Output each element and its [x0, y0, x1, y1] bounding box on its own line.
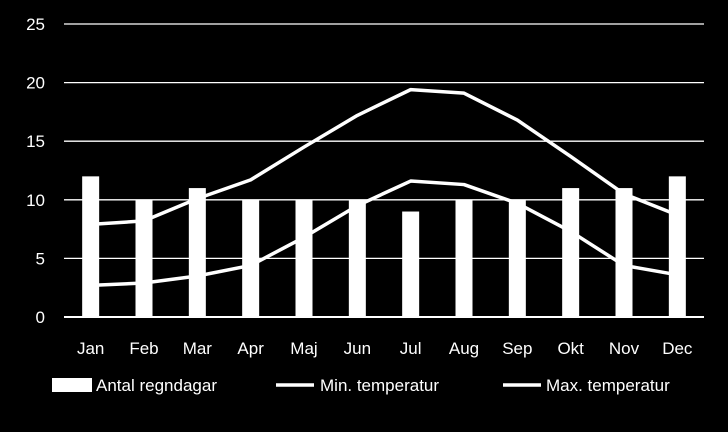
- bar: [508, 199, 526, 317]
- y-tick-label: 10: [26, 191, 45, 210]
- bar: [295, 199, 313, 317]
- y-tick-label: 20: [26, 74, 45, 93]
- bar-series: [82, 176, 686, 317]
- y-tick-label: 5: [36, 249, 45, 268]
- x-tick-label: Nov: [609, 339, 640, 358]
- x-tick-label: Jan: [77, 339, 104, 358]
- bar: [455, 199, 473, 317]
- legend: Antal regndagar Min. temperatur Max. tempe…: [52, 376, 670, 395]
- series-line-min: [88, 179, 680, 288]
- bar: [348, 199, 366, 317]
- x-tick-label: Aug: [449, 339, 479, 358]
- x-tick-label: Jun: [344, 339, 371, 358]
- x-axis-ticks: Jan Feb Mar Apr Maj Jun Jul Aug Sep Okt Nov Dec: [77, 339, 693, 358]
- bar: [242, 199, 260, 317]
- y-tick-label: 15: [26, 132, 45, 151]
- legend-label: Antal regndagar: [96, 376, 217, 395]
- x-tick-label: Sep: [502, 339, 532, 358]
- x-tick-label: Apr: [237, 339, 264, 358]
- legend-label: Max. temperatur: [546, 376, 670, 395]
- x-tick-label: Okt: [557, 339, 584, 358]
- bar: [188, 188, 206, 317]
- bar: [668, 176, 686, 317]
- bar: [82, 176, 100, 317]
- y-axis-ticks: 0 5 10 15 20 25: [26, 15, 45, 327]
- bar: [135, 199, 153, 317]
- gridlines: [64, 23, 704, 318]
- y-tick-label: 0: [36, 308, 45, 327]
- series-line-max: [88, 87, 680, 227]
- y-tick-label: 25: [26, 15, 45, 34]
- bar: [615, 188, 633, 317]
- x-tick-label: Jul: [400, 339, 422, 358]
- x-tick-label: Feb: [129, 339, 158, 358]
- legend-swatch-bar: [52, 378, 92, 392]
- x-tick-label: Mar: [183, 339, 213, 358]
- line-series: [88, 87, 680, 288]
- legend-label: Min. temperatur: [320, 376, 439, 395]
- bar: [562, 188, 580, 317]
- x-tick-label: Maj: [290, 339, 317, 358]
- x-tick-label: Dec: [662, 339, 693, 358]
- bar: [402, 211, 420, 317]
